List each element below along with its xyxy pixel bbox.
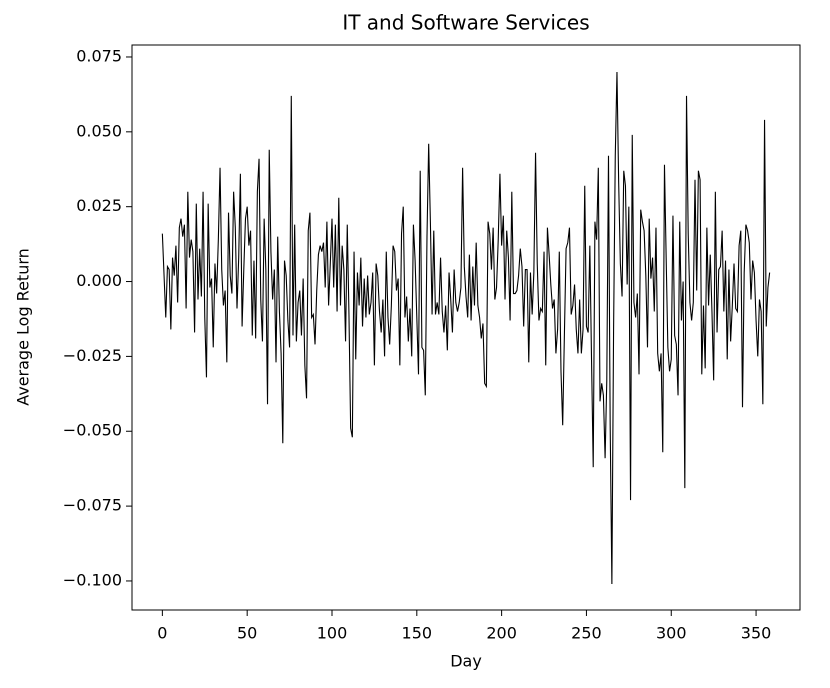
plot-frame	[131, 44, 801, 611]
y-tick-label: −0.100	[63, 570, 122, 589]
y-tick-label: −0.025	[63, 346, 122, 365]
x-tick-label: 150	[402, 624, 433, 643]
x-tick-label: 250	[571, 624, 602, 643]
y-tick-label: 0.050	[76, 121, 122, 140]
x-tick-label: 350	[741, 624, 772, 643]
data-line	[161, 71, 771, 584]
y-tick-label: −0.075	[63, 496, 122, 515]
y-tick-label: 0.025	[76, 196, 122, 215]
y-tick-label: 0.075	[76, 46, 122, 65]
x-tick-label: 200	[486, 624, 517, 643]
x-tick-label: 50	[237, 624, 257, 643]
x-tick-label: 0	[157, 624, 167, 643]
y-axis-label: Average Log Return	[14, 248, 33, 406]
y-tick-label: −0.050	[63, 421, 122, 440]
x-axis-label: Day	[450, 652, 482, 671]
y-tick-label: 0.000	[76, 271, 122, 290]
chart-title: IT and Software Services	[342, 11, 589, 35]
x-tick-label: 300	[656, 624, 687, 643]
x-tick-label: 100	[317, 624, 348, 643]
